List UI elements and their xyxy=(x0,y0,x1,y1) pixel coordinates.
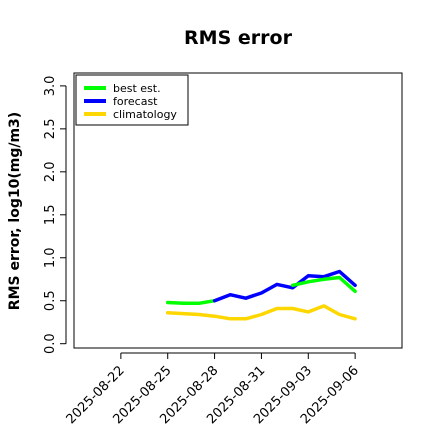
series-line-climatology xyxy=(165,304,357,321)
y-tick-label: 2.5 xyxy=(43,119,58,140)
legend-box xyxy=(75,74,189,126)
legend-label: best est. xyxy=(113,82,161,95)
legend-label: climatology xyxy=(113,108,177,121)
axes-layer: 0.00.51.01.52.02.53.02025-08-222025-08-2… xyxy=(43,76,362,428)
y-axis-label: RMS error, log10(mg/m3) xyxy=(7,112,23,310)
series-line-best-est xyxy=(165,298,217,306)
y-tick-label: 2.0 xyxy=(43,161,58,182)
y-tick-label: 0.5 xyxy=(43,290,58,311)
y-tick-label: 0.0 xyxy=(43,333,58,354)
series-line-forecast xyxy=(212,269,357,303)
y-tick-label: 3.0 xyxy=(43,76,58,97)
plot-frame xyxy=(73,72,403,349)
chart-title: RMS error xyxy=(184,27,293,49)
series-layer xyxy=(165,269,357,321)
y-tick-label: 1.0 xyxy=(43,247,58,268)
legend-label: forecast xyxy=(113,95,158,108)
y-tick-label: 1.5 xyxy=(43,204,58,225)
series-line-best-est xyxy=(290,275,357,294)
